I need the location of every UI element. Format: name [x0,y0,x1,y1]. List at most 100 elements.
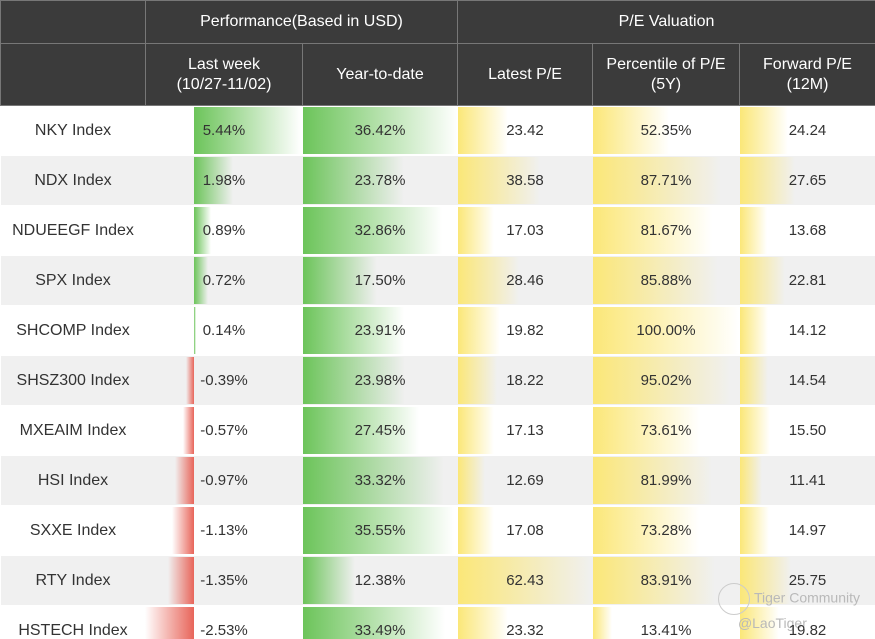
data-bar [739,407,771,454]
value-pe: 17.03 [506,222,544,239]
data-bar [167,557,194,604]
table-row: SXXE Index -1.13% 35.55% 17.08 73.28% 14.97 [0,505,875,556]
cell-pct: 81.67% [592,205,740,256]
data-bar [739,107,788,154]
data-bar [182,407,194,454]
cell-pe: 23.32 [457,605,593,639]
table-row: SHCOMP Index 0.14% 23.91% 19.82 100.00% 14.12 [0,305,875,356]
data-bar [302,307,405,354]
cell-ytd: 33.49% [302,605,458,639]
cell-pe: 62.43 [457,555,593,606]
cell-name: RTY Index [0,555,146,606]
cell-lw: 0.72% [145,255,303,306]
data-bar [302,407,420,454]
table-row: HSTECH Index -2.53% 33.49% 23.32 13.41% 19.82 [0,605,875,639]
data-bar [739,307,768,354]
cell-pe: 12.69 [457,455,593,506]
table-row: RTY Index -1.35% 12.38% 62.43 83.91% 25.75 [0,555,875,606]
cell-ytd: 23.78% [302,155,458,206]
data-bar [457,557,592,604]
cell-pct: 83.91% [592,555,740,606]
value-ytd: 17.50% [354,272,406,289]
value-pe: 38.58 [506,172,544,189]
column-header-percentile-pe: Percentile of P/E (5Y) [592,43,740,106]
cell-pe: 17.08 [457,505,593,556]
cell-fpe: 14.54 [739,355,875,406]
cell-lw: -0.97% [145,455,303,506]
data-bar [175,457,194,504]
value-ytd: 33.49% [354,622,406,639]
cell-fpe: 27.65 [739,155,875,206]
cell-pct: 52.35% [592,105,740,156]
data-bar [457,107,508,154]
cell-ytd: 32.86% [302,205,458,256]
data-bar [457,257,519,304]
value-pe: 23.42 [506,122,544,139]
tiger-logo-icon [717,583,750,615]
cell-pe: 19.82 [457,305,593,356]
value-pct: 73.61% [640,422,692,439]
value-pe: 18.22 [506,372,544,389]
cell-pct: 95.02% [592,355,740,406]
value-pct: 100.00% [636,322,696,339]
data-bar [739,257,785,304]
data-bar [592,307,739,354]
value-ytd: 36.42% [354,122,406,139]
data-bar [302,607,446,639]
group-header-performance: Performance(Based in USD) [145,0,458,44]
value-pct: 81.67% [640,222,692,239]
value-fpe: 14.54 [788,372,827,389]
data-bar [592,357,732,404]
data-bar [592,607,613,639]
cell-name: SHCOMP Index [0,305,146,356]
data-bar [193,157,233,204]
cell-pct: 73.61% [592,405,740,456]
data-bar [592,507,700,554]
value-pct: 52.35% [640,122,692,139]
cell-name: HSTECH Index [0,605,146,639]
cell-pct: 13.41% [592,605,740,639]
data-bar [739,457,763,504]
value-name: SHSZ300 Index [16,371,130,389]
cell-fpe: 13.68 [739,205,875,256]
cell-pe: 38.58 [457,155,593,206]
data-bar [592,157,721,204]
cell-pe: 17.03 [457,205,593,256]
value-fpe: 27.65 [788,172,827,189]
table-row: NDX Index 1.98% 23.78% 38.58 87.71% 27.65 [0,155,875,206]
column-header-forward-pe: Forward P/E (12M) [739,43,875,106]
cell-name: NDUEEGF Index [0,205,146,256]
value-pe: 17.13 [506,422,544,439]
group-header-pe-valuation: P/E Valuation [457,0,875,44]
data-bar [302,507,454,554]
cell-pe: 23.42 [457,105,593,156]
data-bar [592,207,712,254]
value-lw: 5.44% [202,122,246,139]
table-row: NKY Index 5.44% 36.42% 23.42 52.35% 24.24 [0,105,875,156]
cell-name: SXXE Index [0,505,146,556]
value-lw: -0.57% [200,422,248,439]
value-name: SXXE Index [29,521,117,539]
value-lw: -0.39% [200,372,248,389]
cell-pct: 73.28% [592,505,740,556]
value-pe: 62.43 [506,572,544,589]
value-fpe: 14.12 [788,322,827,339]
cell-pe: 28.46 [457,255,593,306]
cell-ytd: 23.98% [302,355,458,406]
cell-pe: 17.13 [457,405,593,456]
data-bar [739,607,779,639]
value-ytd: 12.38% [354,572,406,589]
data-bar [302,457,445,504]
data-bar [302,207,443,254]
value-pe: 19.82 [506,322,544,339]
value-ytd: 33.32% [354,472,406,489]
cell-lw: -1.35% [145,555,303,606]
value-name: HSI Index [37,471,109,489]
data-bar [302,557,356,604]
cell-fpe: 25.75 [739,555,875,606]
value-fpe: 13.68 [788,222,827,239]
cell-fpe: 24.24 [739,105,875,156]
data-bar [592,557,715,604]
